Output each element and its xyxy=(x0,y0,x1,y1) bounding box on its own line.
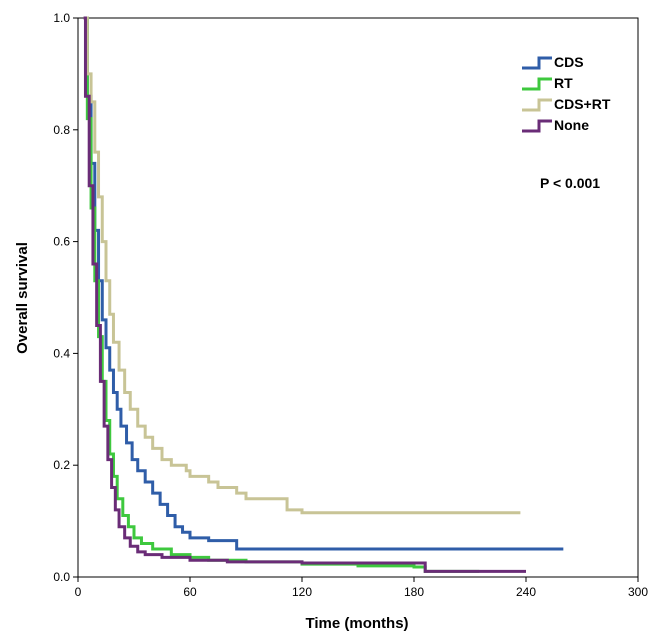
legend-label-cds: CDS xyxy=(554,54,584,70)
y-tick-label: 0.8 xyxy=(53,123,70,137)
y-tick-label: 1.0 xyxy=(53,11,70,25)
x-tick-label: 180 xyxy=(404,585,424,599)
x-axis: 0 60 120 180 240 300 xyxy=(75,577,648,599)
series-line-cds xyxy=(83,16,564,551)
series-line-rt xyxy=(83,16,480,573)
legend-label-cds-rt: CDS+RT xyxy=(554,96,611,112)
y-tick-label: 0.0 xyxy=(53,570,70,584)
legend-swatch-cds-rt xyxy=(522,98,552,112)
p-value-annotation: P < 0.001 xyxy=(540,175,600,191)
y-tick-label: 0.2 xyxy=(53,458,70,472)
x-tick-label: 60 xyxy=(183,585,197,599)
series-lines xyxy=(83,16,564,573)
legend-label-rt: RT xyxy=(554,75,573,91)
legend: CDS RT CDS+RT None xyxy=(522,54,611,133)
legend-swatch-cds xyxy=(522,56,552,70)
x-axis-title: Time (months) xyxy=(305,615,408,632)
y-axis: 0.0 0.2 0.4 0.6 0.8 1.0 xyxy=(53,11,78,584)
legend-label-none: None xyxy=(554,117,589,133)
y-axis-title: Overall survival xyxy=(14,242,31,354)
legend-swatch-none xyxy=(522,119,552,133)
series-line-none xyxy=(83,16,526,573)
legend-swatch-rt xyxy=(522,77,552,91)
x-tick-label: 120 xyxy=(292,585,312,599)
plot-border xyxy=(77,17,639,578)
series-line-cds-rt xyxy=(83,16,521,515)
x-tick-label: 300 xyxy=(628,585,648,599)
y-tick-label: 0.6 xyxy=(53,235,70,249)
x-tick-label: 240 xyxy=(516,585,536,599)
plot-area xyxy=(77,17,639,578)
x-tick-label: 0 xyxy=(75,585,82,599)
y-tick-label: 0.4 xyxy=(53,346,70,360)
